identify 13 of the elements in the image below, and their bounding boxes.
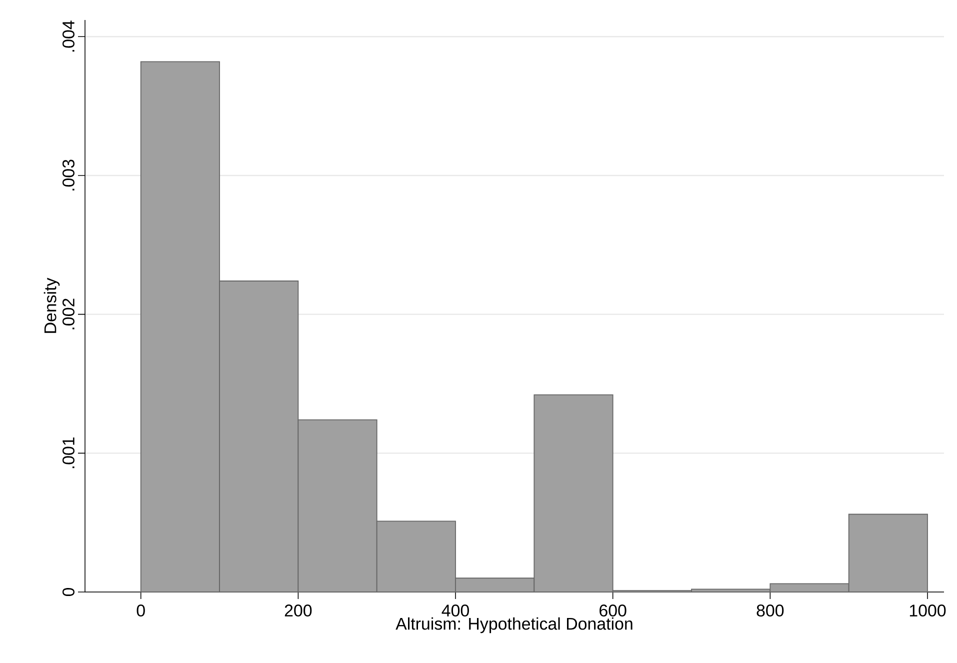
y-axis-title: Density [44,278,60,333]
y-tick-label: .004 [62,20,74,52]
y-tick-label: .002 [62,298,74,330]
y-tick-label: .001 [62,438,74,468]
x-tick-label: 400 [442,604,469,617]
x-tick-label: 1000 [910,604,946,617]
x-tick-label: 200 [284,604,312,617]
y-tick-label: 0 [62,588,74,596]
x-axis-title: Altruism: Hypothetical Donation [396,617,632,634]
x-tick-label: 600 [600,604,626,617]
x-tick-label: 0 [136,604,145,617]
y-tick-label: .003 [62,160,74,190]
x-tick-label: 800 [756,604,784,617]
